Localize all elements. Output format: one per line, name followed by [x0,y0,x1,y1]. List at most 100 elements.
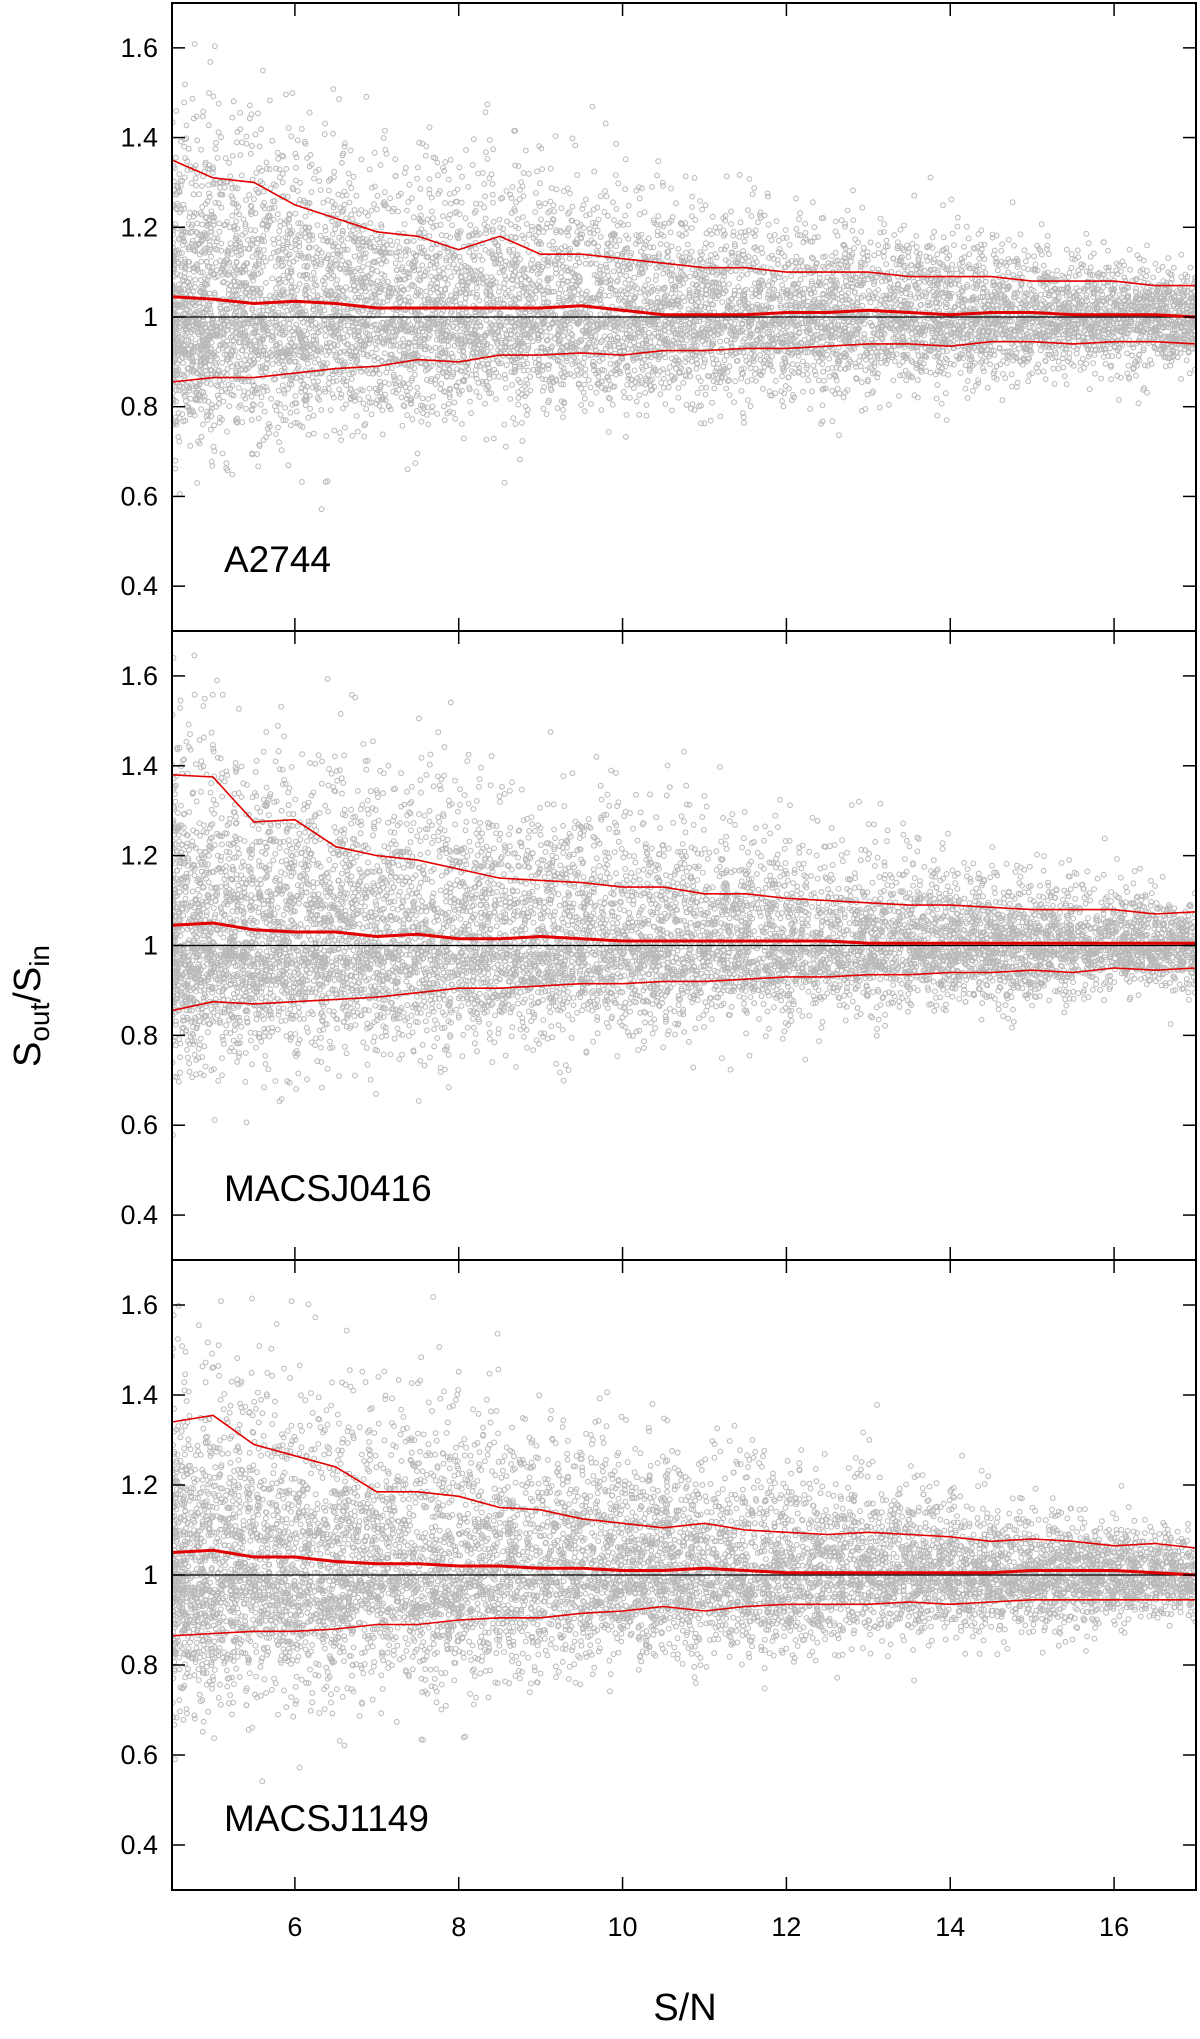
scatter-point [429,208,435,215]
scatter-point [850,340,857,347]
scatter-point [1130,344,1137,351]
scatter-point [744,271,751,278]
scatter-point [558,370,564,377]
scatter-point [878,359,884,366]
scatter-point [401,276,408,283]
scatter-point [660,384,667,391]
scatter-point [280,272,287,279]
scatter-point [1170,264,1177,271]
scatter-point [1140,283,1147,289]
scatter-point [267,97,273,104]
scatter-point [315,378,321,385]
scatter-point [351,234,358,241]
scatter-point [285,462,292,469]
scatter-point [642,381,648,388]
scatter-point [218,240,225,247]
scatter-point [274,211,281,218]
scatter-point [687,273,693,280]
scatter-point [560,414,566,421]
scatter-point [239,419,246,426]
scatter-point [862,367,869,374]
scatter-point [229,153,236,159]
scatter-point [917,317,923,324]
panels: 0.40.60.811.21.41.6A27440.40.60.811.21.4… [120,2,1197,1942]
scatter-point [1178,251,1185,258]
scatter-point [440,164,446,171]
scatter-point [683,249,689,256]
scatter-point [199,183,205,190]
scatter-point [660,183,666,189]
scatter-point [1083,230,1090,237]
scatter-point [215,200,222,207]
scatter-point [233,218,240,225]
scatter-point [811,224,818,231]
scatter-point [497,296,504,303]
scatter-point [583,196,589,203]
scatter-point [183,122,190,129]
scatter-point [850,217,857,224]
scatter-point [243,133,250,140]
scatter-point [344,308,351,315]
scatter-point [379,431,386,438]
scatter-point [588,401,594,407]
scatter-point [275,155,282,162]
scatter-point [172,465,179,472]
scatter-point [1162,363,1169,370]
scatter-point [883,237,890,244]
scatter-point [902,262,908,269]
scatter-point [1121,274,1128,281]
scatter-point [459,173,465,180]
scatter-point [836,432,842,439]
scatter-point [909,240,916,247]
scatter-point [279,382,286,389]
scatter-point [1044,246,1050,252]
scatter-point [783,324,790,331]
scatter-point [567,190,573,197]
scatter-point [379,407,386,414]
scatter-point [1138,274,1144,281]
scatter-point [381,350,388,357]
scatter-point [691,175,698,181]
scatter-point [654,172,660,179]
scatter-point [851,245,857,252]
scatter-point [207,310,214,316]
scatter-point [496,288,502,295]
scatter-point [279,179,286,186]
scatter-point [911,192,918,199]
scatter-point [990,347,997,354]
scatter-point [931,266,938,273]
scatter-point [359,242,366,249]
scatter-point [1031,253,1037,260]
scatter-point [567,324,573,331]
scatter-point [442,350,449,357]
scatter-point [231,226,238,233]
scatter-point [1040,262,1047,269]
scatter-point [964,395,971,401]
scatter-point [824,263,831,270]
scatter-point [270,236,277,243]
scatter-point [650,217,657,224]
scatter-point [311,275,318,282]
scatter-point [474,285,480,291]
scatter-point [430,215,436,222]
scatter-point [793,253,800,260]
scatter-point [442,159,449,165]
scatter-point [524,412,530,418]
scatter-point [338,437,345,444]
scatter-point [275,235,282,241]
scatter-point [970,387,976,394]
scatter-point [264,165,270,172]
scatter-point [482,400,489,407]
scatter-point [793,226,800,232]
scatter-point [374,278,381,285]
scatter-point [378,224,385,231]
scatter-point [392,156,399,163]
scatter-point [688,248,695,255]
scatter-point [452,415,459,422]
scatter-point [1004,353,1011,360]
scatter-point [1008,371,1015,378]
scatter-point [458,199,465,206]
scatter-point [299,479,305,485]
scatter-point [243,352,250,359]
scatter-point [532,209,538,216]
